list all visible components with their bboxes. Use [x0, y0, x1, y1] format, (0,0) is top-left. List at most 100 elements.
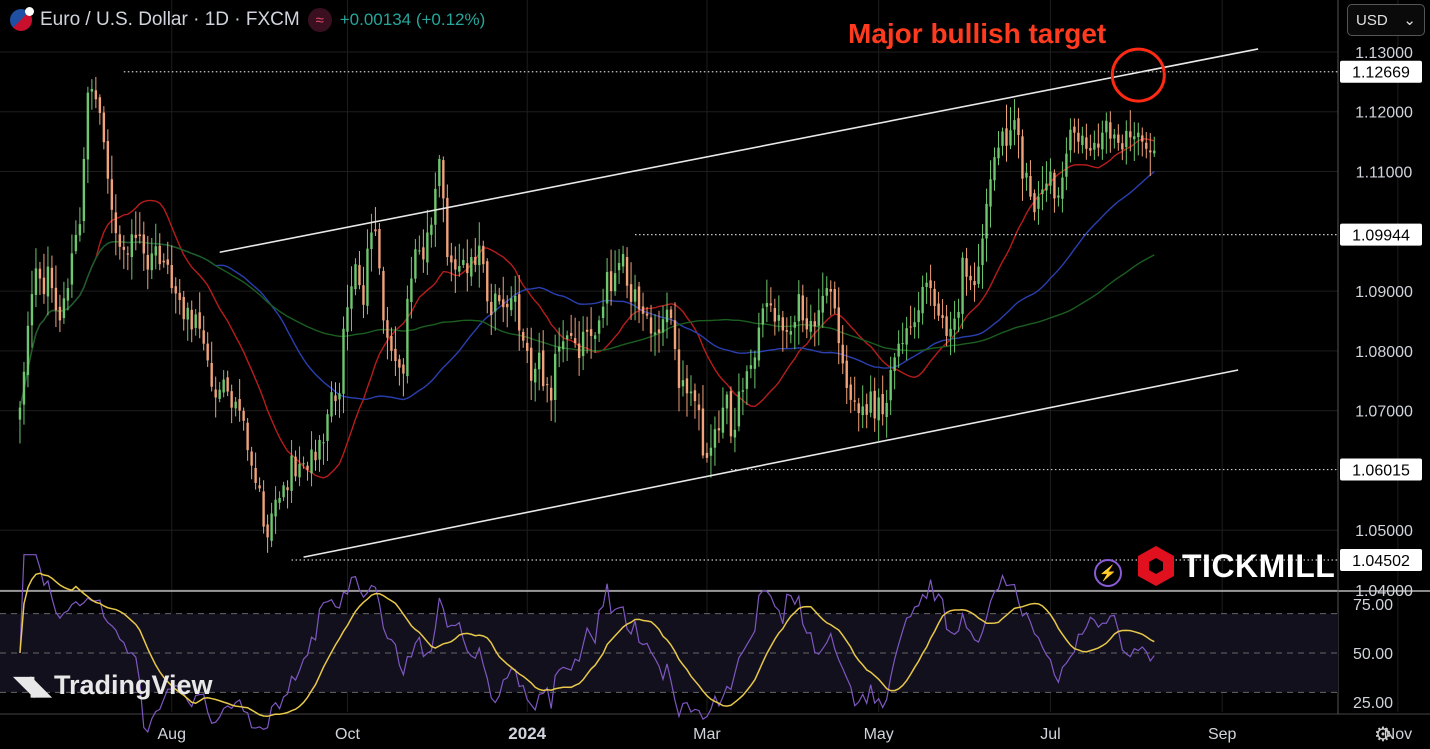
candle-body — [665, 309, 669, 323]
candle-body — [1097, 143, 1100, 148]
candle-body — [390, 336, 393, 351]
rsi-tick-label: 50.00 — [1353, 646, 1393, 663]
candle-body — [514, 295, 517, 302]
candle-body — [214, 389, 217, 398]
candle-body — [22, 371, 26, 405]
candle-body — [242, 410, 245, 421]
candle-body — [398, 359, 401, 368]
candle-body — [474, 257, 477, 265]
candle-body — [993, 157, 996, 181]
candle-body — [805, 318, 808, 330]
candle-body — [282, 485, 285, 498]
annotation-text: Major bullish target — [848, 18, 1107, 49]
lightning-icon[interactable]: ⚡ — [1094, 559, 1122, 587]
currency-value: USD — [1356, 11, 1388, 29]
candle-body — [86, 92, 90, 160]
candle-body — [613, 273, 617, 292]
candle-body — [42, 277, 46, 295]
candle-body — [629, 284, 633, 302]
candle-body — [122, 246, 126, 250]
candle-body — [649, 317, 653, 334]
candle-body — [462, 260, 465, 265]
candle-body — [829, 289, 832, 292]
candle-body — [669, 309, 673, 318]
candle-body — [1149, 150, 1152, 153]
candle-body — [737, 391, 741, 427]
candle-body — [825, 288, 828, 296]
candle-body — [745, 371, 749, 389]
candle-body — [657, 329, 661, 333]
candle-body — [961, 257, 964, 314]
time-tick-label: Jul — [1040, 726, 1060, 743]
currency-select[interactable]: USD ⌄ — [1347, 4, 1425, 36]
candle-body — [1121, 143, 1124, 150]
candle-body — [549, 387, 553, 401]
candle-body — [981, 238, 984, 266]
candle-body — [362, 285, 365, 305]
rsi-signal-line — [19, 572, 1155, 718]
candle-body — [402, 364, 405, 374]
time-tick-label: May — [864, 726, 894, 743]
candle-body — [106, 141, 110, 179]
candle-body — [258, 485, 261, 489]
candle-body — [817, 310, 820, 326]
time-tick-label: Nov — [1384, 726, 1412, 743]
candle-body — [617, 262, 621, 271]
candle-body — [709, 447, 713, 456]
candle-body — [753, 357, 757, 369]
candle-body — [949, 328, 952, 337]
candle-body — [837, 307, 840, 344]
candle-body — [909, 326, 912, 328]
candle-body — [573, 338, 577, 344]
candle-body — [130, 234, 134, 258]
candle-body — [841, 344, 844, 364]
candle-body — [470, 257, 473, 277]
candle-body — [522, 331, 525, 341]
candle-body — [386, 320, 389, 338]
candle-body — [226, 377, 229, 392]
candle-body — [490, 301, 493, 315]
candle-body — [346, 307, 349, 332]
candle-body — [270, 513, 273, 541]
candle-body — [673, 320, 677, 350]
candle-body — [897, 343, 900, 357]
candle-body — [294, 456, 297, 477]
settings-gear-icon[interactable]: ⚙ — [1374, 724, 1392, 746]
candle-body — [537, 352, 541, 370]
candle-body — [190, 309, 193, 330]
candle-body — [18, 407, 22, 420]
indicator-wave-icon[interactable]: ≈ — [307, 8, 332, 32]
price-level-badge — [1340, 60, 1422, 83]
candle-body — [929, 280, 932, 289]
candle-body — [286, 487, 289, 491]
candle-body — [230, 391, 233, 408]
candle-body — [306, 465, 309, 470]
candle-body — [853, 400, 856, 402]
price-tick-label: 1.04000 — [1355, 583, 1413, 600]
candle-body — [733, 429, 737, 438]
candle-body — [322, 442, 325, 444]
candle-body — [502, 299, 505, 308]
candle-body — [797, 294, 801, 322]
channel-upper-line — [219, 48, 1259, 254]
rsi-line — [19, 554, 1155, 734]
channel-lower-line — [303, 369, 1239, 558]
candle-body — [681, 380, 685, 387]
candle-body — [178, 292, 181, 301]
candle-body — [510, 298, 513, 311]
candle-body — [222, 379, 225, 393]
candle-body — [677, 349, 681, 388]
candle-body — [1069, 129, 1072, 151]
price-level-badge — [1340, 548, 1422, 571]
candle-body — [641, 306, 645, 314]
candle-body — [418, 250, 421, 252]
candle-body — [701, 408, 705, 456]
candle-body — [565, 335, 569, 340]
candle-body — [114, 212, 118, 234]
price-tick-label: 1.11000 — [1356, 165, 1413, 182]
candle-body — [645, 313, 649, 316]
candle-body — [1025, 172, 1028, 178]
candle-body — [933, 288, 936, 307]
symbol-title[interactable]: Euro / U.S. Dollar · 1D · FXCM — [40, 9, 300, 30]
